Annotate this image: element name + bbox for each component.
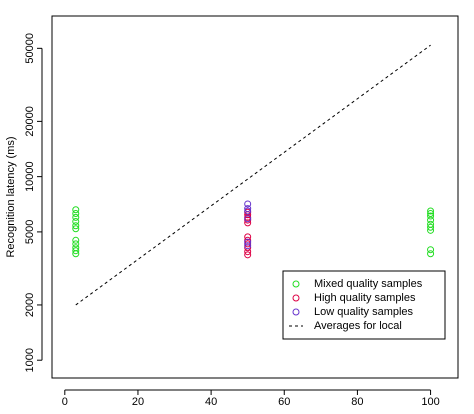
- x-tick-label: 60: [278, 396, 290, 408]
- legend-label: Low quality samples: [314, 306, 414, 318]
- data-point: [72, 222, 80, 230]
- axes: 0 20 40 60 80 100 1000 2000 5000 10000 20000 50000: [24, 33, 440, 408]
- legend-label: Mixed quality samples: [314, 278, 423, 290]
- data-point: [72, 247, 80, 255]
- data-point: [244, 205, 252, 213]
- data-point: [72, 225, 80, 233]
- x-tick-label: 0: [62, 396, 68, 408]
- data-point: [72, 213, 80, 221]
- legend-marker: [292, 308, 300, 316]
- legend-label: High quality samples: [314, 292, 416, 304]
- chart-marks: [72, 44, 435, 306]
- data-point: [427, 209, 435, 217]
- y-axis-label: Recognition latency (ms): [5, 136, 17, 257]
- x-tick-label: 80: [351, 396, 363, 408]
- data-point: [244, 240, 252, 248]
- data-point: [427, 216, 435, 224]
- data-point: [244, 242, 252, 250]
- data-point: [72, 240, 80, 248]
- data-point: [72, 250, 80, 258]
- data-point: [72, 206, 80, 214]
- data-point: [244, 219, 252, 227]
- legend-marker: [292, 294, 300, 302]
- y-tick-label: 50000: [24, 33, 36, 64]
- data-point: [427, 223, 435, 231]
- data-point: [427, 212, 435, 220]
- y-tick-label: 20000: [24, 106, 36, 137]
- y-tick-label: 1000: [24, 348, 36, 372]
- x-tick-label: 40: [205, 396, 217, 408]
- data-point: [427, 250, 435, 258]
- y-tick-label: 2000: [24, 293, 36, 317]
- data-point: [244, 200, 252, 208]
- x-tick-label: 100: [421, 396, 439, 408]
- y-tick-label: 5000: [24, 220, 36, 244]
- data-point: [244, 251, 252, 259]
- data-point: [427, 207, 435, 215]
- data-point: [72, 236, 80, 244]
- legend-box: [282, 270, 446, 340]
- data-point: [244, 207, 252, 215]
- data-point: [72, 209, 80, 217]
- data-point: [427, 226, 435, 234]
- legend: Mixed quality samples High quality sample…: [282, 270, 446, 340]
- average-line: [75, 44, 431, 306]
- legend-label: Averages for local: [314, 320, 402, 332]
- data-point: [427, 246, 435, 254]
- x-tick-label: 20: [132, 396, 144, 408]
- data-point: [244, 238, 252, 246]
- data-point: [244, 215, 252, 223]
- plot-frame: [51, 15, 459, 379]
- data-point: [72, 217, 80, 225]
- legend-marker: [292, 280, 300, 288]
- y-tick-label: 10000: [24, 161, 36, 192]
- data-point: [244, 233, 252, 241]
